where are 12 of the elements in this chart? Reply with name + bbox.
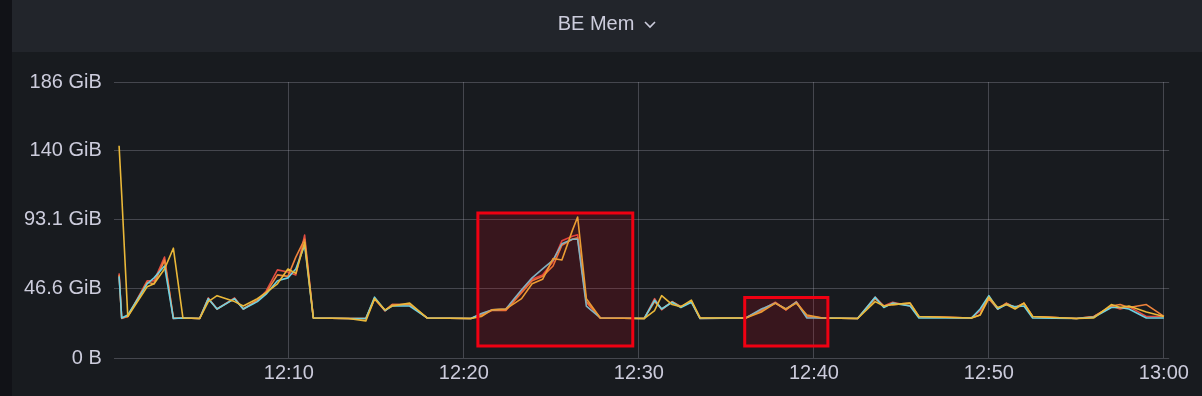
y-tick-label: 140 GiB <box>29 137 102 160</box>
y-tick-label: 93.1 GiB <box>23 207 102 230</box>
x-tick-label: 12:20 <box>438 360 489 383</box>
y-tick-label: 0 B <box>71 345 102 368</box>
y-tick-label: 186 GiB <box>29 69 102 92</box>
x-tick-label: 12:50 <box>963 360 1014 383</box>
chart-title: BE Mem <box>557 11 635 36</box>
x-tick-label: 12:40 <box>788 360 839 383</box>
x-tick-label: 13:00 <box>1138 360 1189 383</box>
x-tick-label: 12:30 <box>613 360 664 383</box>
y-tick-label: 46.6 GiB <box>23 276 102 299</box>
x-tick-label: 12:10 <box>263 360 314 383</box>
